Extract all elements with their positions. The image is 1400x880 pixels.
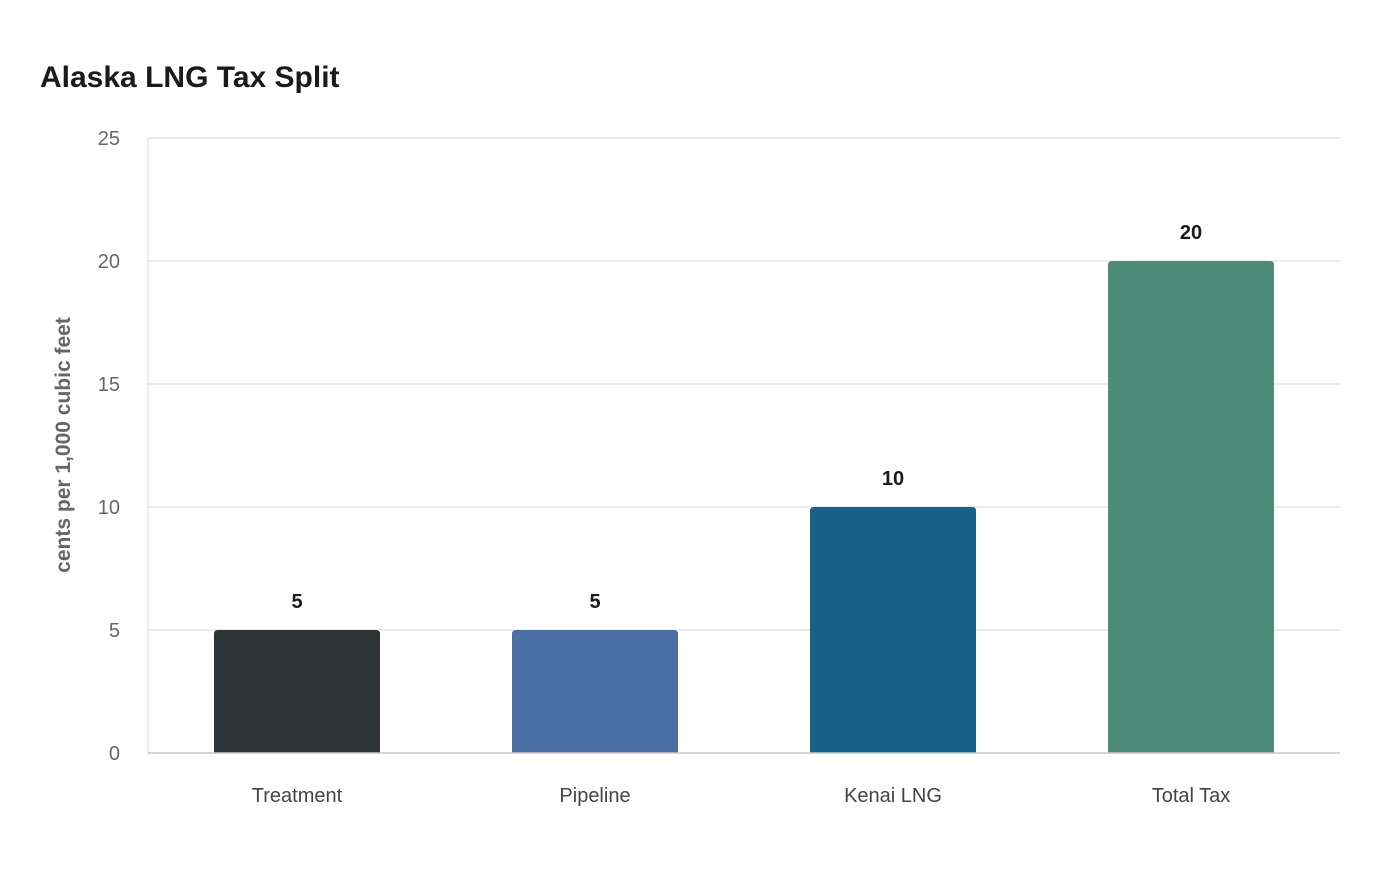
bar [214, 630, 380, 753]
value-label: 5 [291, 591, 302, 613]
bar [1108, 261, 1274, 753]
y-tick-label: 15 [98, 374, 120, 396]
y-axis-title: cents per 1,000 cubic feet [52, 317, 75, 573]
value-label: 20 [1180, 222, 1202, 244]
x-tick-label: Pipeline [559, 785, 630, 807]
x-tick-label: Treatment [252, 785, 343, 807]
y-tick-label: 10 [98, 497, 120, 519]
x-tick-labels: Treatment Pipeline Kenai LNG Total Tax [252, 785, 1230, 807]
y-tick-label: 20 [98, 251, 120, 273]
value-labels: 5 5 10 20 [291, 222, 1202, 613]
y-tick-label: 0 [109, 743, 120, 765]
y-tick-labels: 0 5 10 15 20 25 [98, 128, 120, 765]
bar [810, 507, 976, 753]
bar [512, 630, 678, 753]
value-label: 5 [589, 591, 600, 613]
bars [214, 261, 1274, 753]
chart-title: Alaska LNG Tax Split [40, 61, 340, 94]
x-tick-label: Total Tax [1152, 785, 1231, 807]
y-tick-label: 25 [98, 128, 120, 150]
value-label: 10 [882, 468, 904, 490]
x-tick-label: Kenai LNG [844, 785, 942, 807]
y-tick-label: 5 [109, 620, 120, 642]
